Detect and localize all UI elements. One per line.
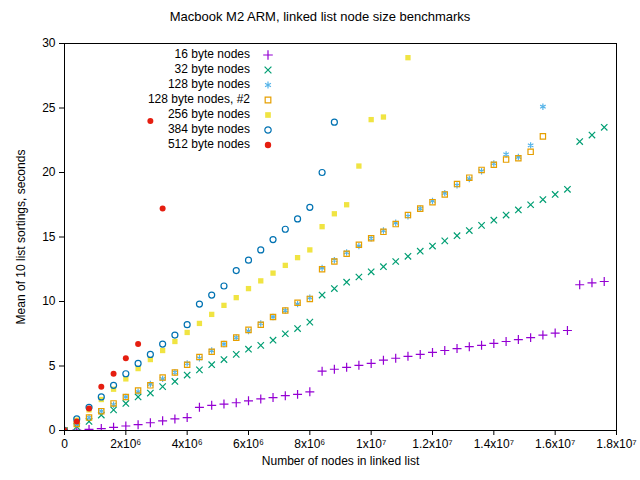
svg-text:8x10⁶: 8x10⁶ bbox=[294, 437, 325, 451]
svg-text:0: 0 bbox=[49, 423, 56, 437]
svg-text:128 byte nodes: 128 byte nodes bbox=[168, 77, 250, 91]
svg-text:1.2x10⁷: 1.2x10⁷ bbox=[412, 437, 452, 451]
svg-text:10: 10 bbox=[42, 294, 56, 308]
svg-text:Number of nodes in linked list: Number of nodes in linked list bbox=[262, 454, 420, 468]
svg-text:6x10⁶: 6x10⁶ bbox=[233, 437, 264, 451]
svg-text:16 byte nodes: 16 byte nodes bbox=[175, 47, 250, 61]
svg-text:32 byte nodes: 32 byte nodes bbox=[175, 62, 250, 76]
svg-text:384 byte nodes: 384 byte nodes bbox=[168, 122, 250, 136]
svg-text:128 byte nodes, #2: 128 byte nodes, #2 bbox=[148, 92, 250, 106]
svg-text:1.6x10⁷: 1.6x10⁷ bbox=[535, 437, 575, 451]
svg-text:1.4x10⁷: 1.4x10⁷ bbox=[474, 437, 514, 451]
svg-text:256 byte nodes: 256 byte nodes bbox=[168, 107, 250, 121]
svg-text:5: 5 bbox=[49, 359, 56, 373]
svg-text:1x10⁷: 1x10⁷ bbox=[356, 437, 386, 451]
svg-text:15: 15 bbox=[42, 230, 56, 244]
svg-text:2x10⁶: 2x10⁶ bbox=[110, 437, 141, 451]
svg-text:20: 20 bbox=[42, 165, 56, 179]
svg-text:4x10⁶: 4x10⁶ bbox=[172, 437, 203, 451]
svg-text:30: 30 bbox=[42, 36, 56, 50]
svg-text:25: 25 bbox=[42, 101, 56, 115]
svg-text:Mean of 10 list sortings, seco: Mean of 10 list sortings, seconds bbox=[14, 150, 28, 325]
svg-text:1.8x10⁷: 1.8x10⁷ bbox=[596, 437, 636, 451]
html-text:Macbook M2 ARM, linked list no: Macbook M2 ARM, linked list node size be… bbox=[169, 9, 471, 24]
svg-text:512 byte nodes: 512 byte nodes bbox=[168, 137, 250, 151]
svg-text:0: 0 bbox=[61, 437, 68, 451]
